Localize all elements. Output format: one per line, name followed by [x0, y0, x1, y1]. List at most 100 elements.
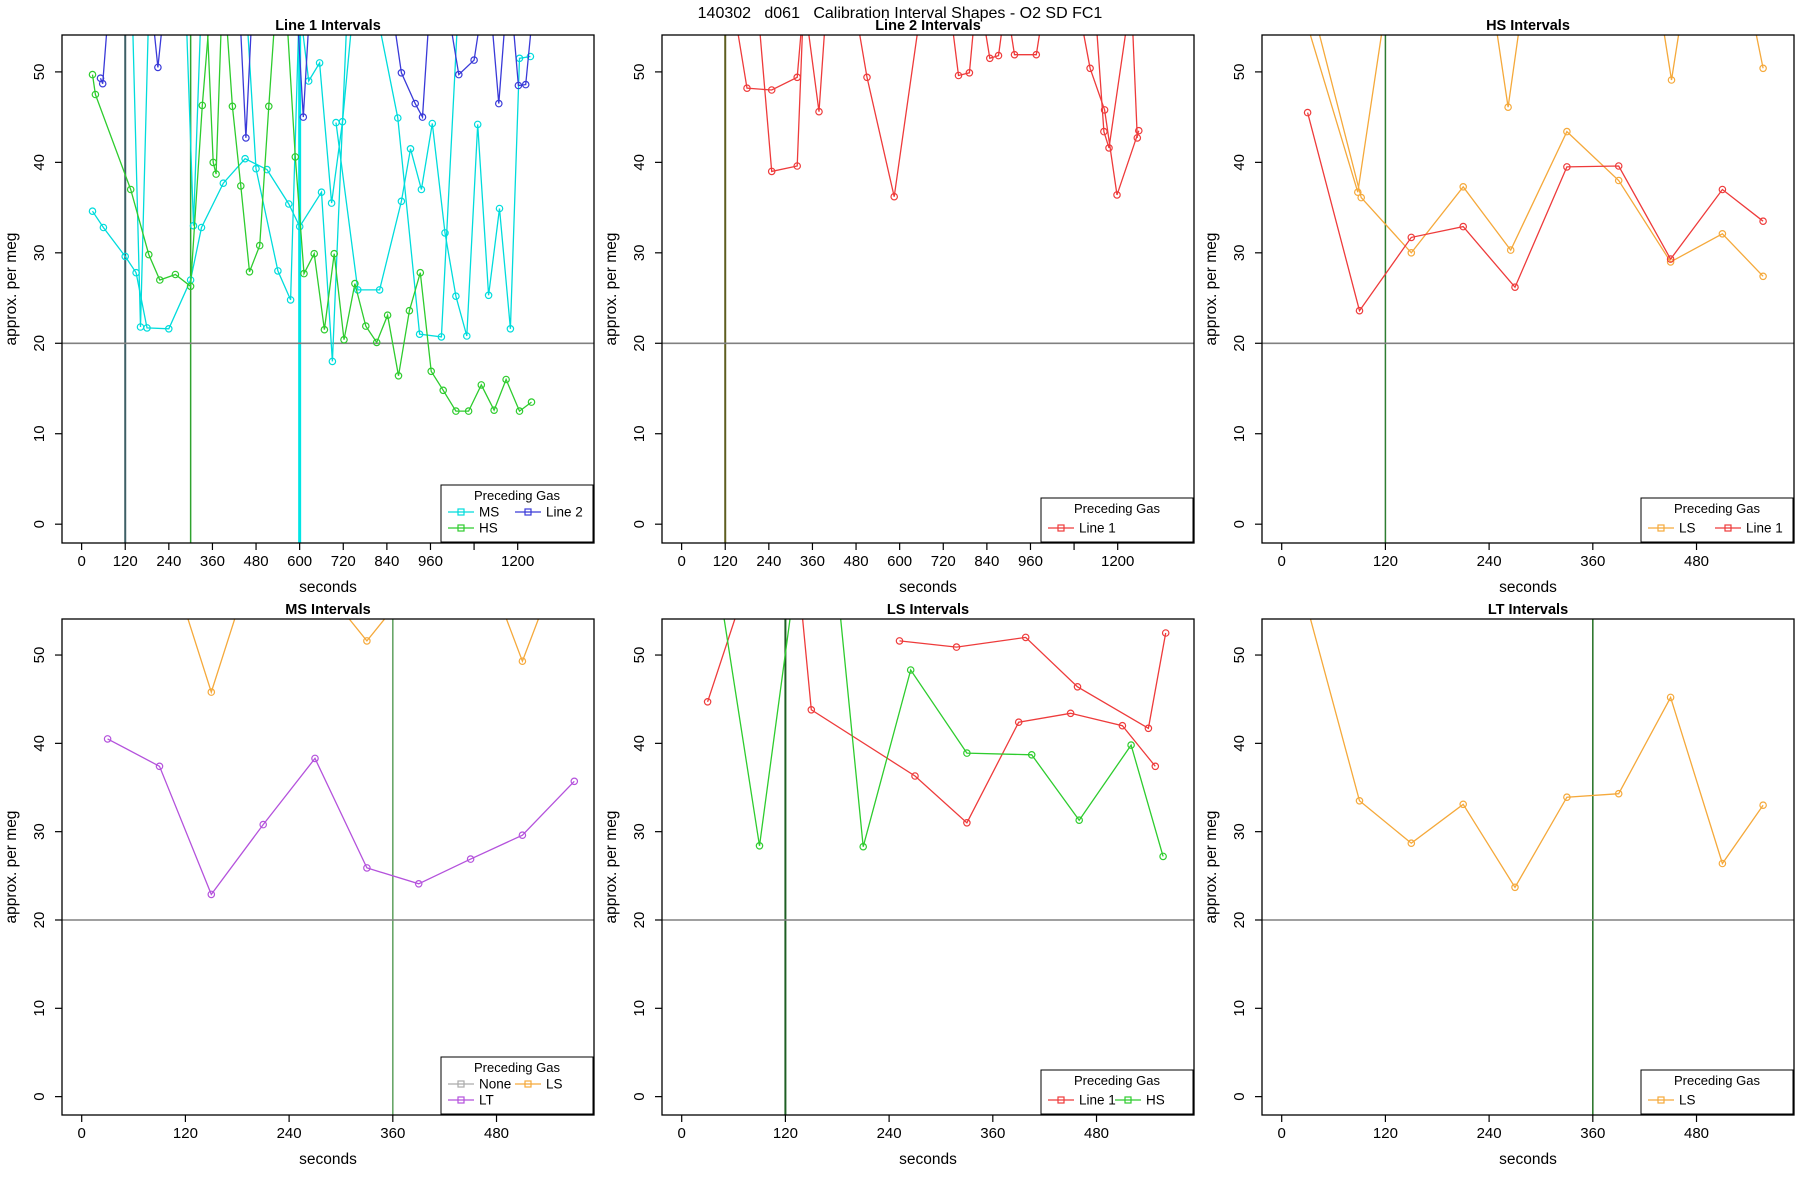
series-ls — [1309, 619, 1767, 892]
y-tick-label: 10 — [1231, 1000, 1248, 1017]
plot-area — [662, 35, 1194, 543]
y-tick-label: 30 — [1231, 244, 1248, 261]
y-tick-label: 0 — [1231, 520, 1248, 528]
plot-area — [1262, 35, 1794, 543]
legend: Preceding Gas LS — [1640, 1069, 1794, 1115]
legend-title: Preceding Gas — [474, 488, 560, 503]
y-tick-label: 0 — [31, 1092, 48, 1100]
x-tick-label: 480 — [1684, 553, 1709, 570]
y-tick-label: 10 — [631, 1000, 648, 1017]
x-tick-label: 600 — [887, 553, 912, 570]
panel-title: LT Intervals — [1488, 602, 1568, 618]
x-tick-label: 360 — [200, 553, 225, 570]
x-tick-label: 0 — [77, 553, 85, 570]
y-tick-label: 40 — [1231, 735, 1248, 752]
x-tick-label: 240 — [1477, 1125, 1502, 1142]
series-line-1 — [737, 35, 1143, 201]
x-tick-label: 120 — [1373, 553, 1398, 570]
plot-area — [62, 619, 594, 1115]
x-axis-label: seconds — [899, 1151, 957, 1168]
y-tick-label: 40 — [631, 154, 648, 171]
x-tick-label: 480 — [1684, 1125, 1709, 1142]
x-tick-label: 240 — [1477, 553, 1502, 570]
y-tick-label: 20 — [31, 912, 48, 929]
y-axis-label: approx. per meg — [3, 811, 20, 924]
panel-ms-intervals-chart: MS Intervals 0 120 240 360 480 0 10 20 30 40 50 seco… — [3, 602, 595, 1168]
x-tick-label: 360 — [380, 1125, 405, 1142]
y-tick-label: 30 — [31, 244, 48, 261]
legend: Preceding Gas LS Line 1 — [1640, 497, 1794, 543]
y-tick-label: 50 — [31, 64, 48, 81]
y-tick-label: 50 — [1231, 647, 1248, 664]
y-tick-label: 10 — [31, 425, 48, 442]
y-tick-label: 0 — [31, 520, 48, 528]
y-tick-label: 30 — [631, 244, 648, 261]
x-tick-label: 480 — [844, 553, 869, 570]
x-axis-label: seconds — [299, 579, 357, 596]
y-tick-label: 40 — [631, 735, 648, 752]
x-tick-label: 120 — [173, 1125, 198, 1142]
x-tick-label: 120 — [773, 1125, 798, 1142]
legend-title: Preceding Gas — [1074, 1073, 1160, 1088]
x-axis-label: seconds — [299, 1151, 357, 1168]
legend-entry-label: Line 1 — [1746, 521, 1783, 536]
figure-title: 140302 d061 Calibration Interval Shapes … — [697, 5, 1103, 22]
panel-title: LS Intervals — [887, 602, 969, 618]
panel-title: MS Intervals — [285, 602, 370, 618]
plot-area — [62, 35, 594, 543]
legend-entry-label: MS — [479, 505, 499, 520]
series-hs — [88, 35, 536, 415]
y-tick-label: 10 — [631, 425, 648, 442]
y-tick-label: 50 — [631, 64, 648, 81]
legend-entry-label: HS — [479, 521, 498, 536]
x-tick-label: 840 — [974, 553, 999, 570]
x-tick-label: 0 — [677, 553, 685, 570]
y-tick-label: 30 — [1231, 823, 1248, 840]
x-tick-label: 0 — [1278, 553, 1286, 570]
x-tick-label: 360 — [1580, 553, 1605, 570]
legend-entry-label: LS — [546, 1077, 563, 1092]
series-lt — [103, 735, 579, 899]
y-tick-label: 20 — [631, 912, 648, 929]
y-tick-label: 0 — [631, 1092, 648, 1100]
x-tick-label: 240 — [277, 1125, 302, 1142]
x-tick-label: 600 — [287, 553, 312, 570]
panel-lt-intervals-chart: LT Intervals 0 120 240 360 480 0 10 20 30 40 50 seco… — [1203, 602, 1795, 1168]
legend-entry-label: Line 1 — [1079, 521, 1116, 536]
y-axis-label: approx. per meg — [1203, 811, 1220, 924]
legend-entry-label: LS — [1679, 521, 1696, 536]
x-tick-label: 960 — [418, 553, 443, 570]
x-tick-label: 480 — [484, 1125, 509, 1142]
legend-entry-label: LS — [1679, 1093, 1696, 1108]
y-tick-label: 50 — [31, 647, 48, 664]
plot-area — [662, 619, 1194, 1115]
y-tick-label: 40 — [1231, 154, 1248, 171]
series-line-1 — [703, 619, 1170, 827]
legend: Preceding Gas Line 1 HS — [1040, 1069, 1194, 1115]
legend-entry-label: Line 2 — [546, 505, 583, 520]
panel-title: Line 1 Intervals — [275, 18, 381, 34]
x-tick-label: 0 — [78, 1125, 86, 1142]
panel-title: HS Intervals — [1486, 18, 1570, 34]
plot-area — [1262, 619, 1794, 1115]
x-tick-label: 240 — [877, 1125, 902, 1142]
x-tick-label: 360 — [800, 553, 825, 570]
x-tick-label: 1200 — [501, 553, 534, 570]
y-tick-label: 0 — [631, 520, 648, 528]
y-tick-label: 40 — [31, 154, 48, 171]
series-line-1 — [1303, 108, 1767, 315]
legend-entry-label: None — [479, 1077, 511, 1092]
legend-title: Preceding Gas — [1674, 501, 1760, 516]
y-axis-label: approx. per meg — [603, 811, 620, 924]
series-line-2 — [96, 35, 532, 142]
legend-entry-label: LT — [479, 1093, 494, 1108]
x-tick-label: 0 — [1278, 1125, 1286, 1142]
panel-ls-intervals-chart: LS Intervals 0 120 240 360 480 0 10 20 30 40 50 seco… — [603, 602, 1195, 1168]
x-axis-label: seconds — [899, 579, 957, 596]
x-tick-label: 120 — [1373, 1125, 1398, 1142]
x-tick-label: 0 — [678, 1125, 686, 1142]
y-tick-label: 20 — [1231, 335, 1248, 352]
x-tick-label: 360 — [1580, 1125, 1605, 1142]
